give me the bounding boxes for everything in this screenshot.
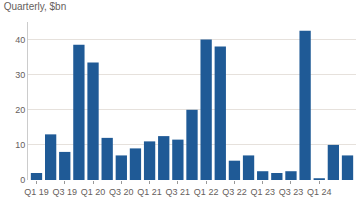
svg-text:30: 30 [15, 70, 25, 80]
svg-text:Q3 23: Q3 23 [279, 187, 304, 197]
svg-text:Q1 22: Q1 22 [194, 187, 219, 197]
svg-text:Q1 20: Q1 20 [81, 187, 106, 197]
svg-text:Q1 24: Q1 24 [307, 187, 332, 197]
svg-text:Q1 19: Q1 19 [24, 187, 49, 197]
svg-text:0: 0 [20, 175, 25, 185]
svg-text:40: 40 [15, 35, 25, 45]
svg-text:Quarterly, $bn: Quarterly, $bn [4, 1, 67, 12]
svg-text:Q3 20: Q3 20 [109, 187, 134, 197]
svg-text:Q1 23: Q1 23 [250, 187, 275, 197]
svg-text:Q3 21: Q3 21 [166, 187, 191, 197]
svg-text:Q1 21: Q1 21 [137, 187, 162, 197]
svg-text:10: 10 [15, 140, 25, 150]
svg-text:Q3 19: Q3 19 [52, 187, 77, 197]
svg-text:Q3 22: Q3 22 [222, 187, 247, 197]
svg-text:20: 20 [15, 105, 25, 115]
